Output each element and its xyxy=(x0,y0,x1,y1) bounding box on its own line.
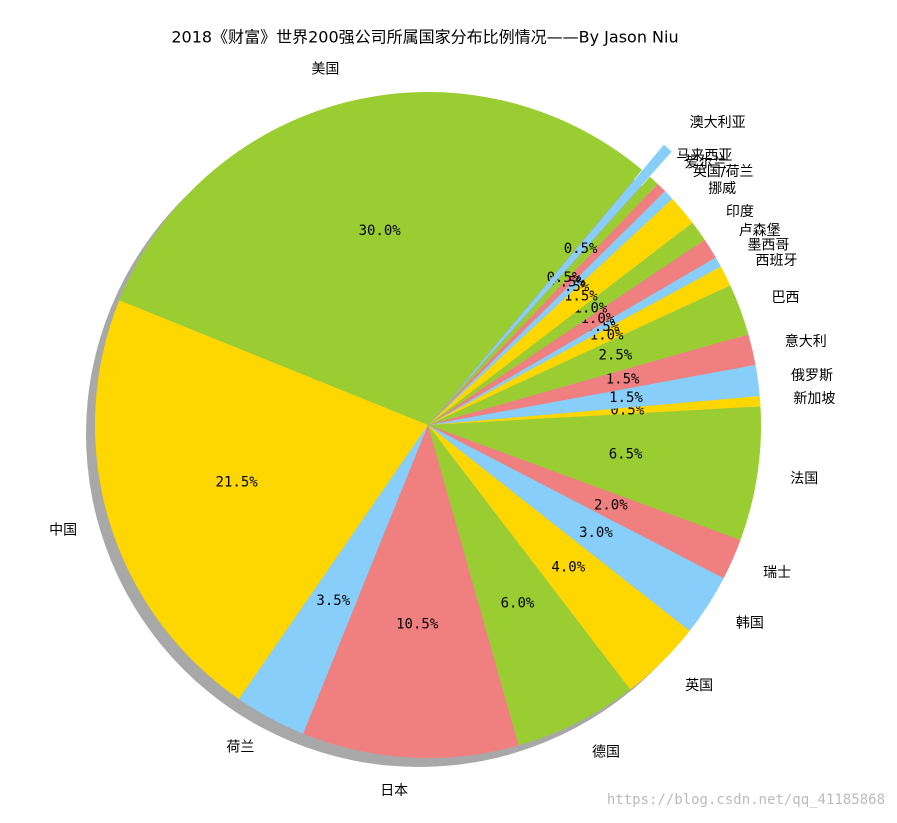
value-label: 0.5% xyxy=(547,270,581,286)
pie-slice xyxy=(119,92,643,426)
slice-label: 挪威 xyxy=(708,181,736,197)
value-label: 2.0% xyxy=(594,498,628,514)
slice-label: 新加坡 xyxy=(793,391,835,407)
slice-label: 爱尔兰 xyxy=(685,156,727,172)
value-label: 3.5% xyxy=(316,593,350,609)
slice-label: 荷兰 xyxy=(226,740,254,756)
slice-label: 瑞士 xyxy=(763,565,791,581)
pie-slice xyxy=(428,364,760,425)
value-label: 2.5% xyxy=(599,348,633,364)
value-label: 1.5% xyxy=(606,372,640,388)
value-label: 6.0% xyxy=(501,596,535,612)
slice-label: 西班牙 xyxy=(756,253,798,269)
value-label: 3.0% xyxy=(579,525,613,541)
pie-slice xyxy=(428,257,721,425)
slice-label: 巴西 xyxy=(772,290,800,306)
pie-slice xyxy=(449,144,672,400)
pie-slice xyxy=(428,191,673,425)
slice-label: 中国 xyxy=(49,522,77,538)
slice-label: 澳大利亚 xyxy=(690,115,746,131)
slice-label: 德国 xyxy=(592,745,620,761)
value-label: 30.0% xyxy=(359,223,402,239)
slice-label: 日本 xyxy=(380,783,408,799)
value-label: 6.5% xyxy=(609,447,643,463)
pie-slice xyxy=(303,425,519,758)
slice-label: 意大利 xyxy=(785,333,827,350)
slice-label: 墨西哥 xyxy=(747,238,789,254)
slice-label: 卢森堡 xyxy=(739,223,781,239)
pie-slice xyxy=(428,395,761,425)
value-label: 4.0% xyxy=(551,559,585,575)
value-label: 0.5% xyxy=(564,241,598,257)
pie-slice xyxy=(428,425,724,631)
chart-title: 2018《财富》世界200强公司所属国家分布比例情况——By Jason Niu xyxy=(171,28,678,47)
value-label: 1.5% xyxy=(609,390,643,406)
pie-slice xyxy=(428,176,658,425)
pie-slice xyxy=(238,425,428,734)
pie-slice xyxy=(428,425,631,746)
slice-label: 法国 xyxy=(790,471,818,487)
pie-slice xyxy=(428,183,666,425)
slice-label: 英国 xyxy=(685,677,713,694)
slice-label: 印度 xyxy=(726,204,754,220)
pie-slice xyxy=(428,425,741,579)
pie-slice xyxy=(428,334,756,425)
watermark: https://blog.csdn.net/qq_41185868 xyxy=(607,792,885,808)
pie-slice xyxy=(428,285,749,425)
pie-slice xyxy=(428,239,716,425)
value-label: 10.5% xyxy=(396,617,439,633)
slice-label: 韩国 xyxy=(736,615,764,631)
pie-slice xyxy=(95,300,428,700)
value-label: 21.5% xyxy=(216,474,259,490)
slice-label: 英国/荷兰 xyxy=(693,163,754,180)
pie-slice xyxy=(428,222,705,425)
value-label: 1.5% xyxy=(564,288,598,304)
pie-slice xyxy=(428,406,761,540)
pie-slice xyxy=(428,198,693,425)
slice-label: 美国 xyxy=(311,62,339,78)
pie-slice xyxy=(428,425,690,690)
pie-slice xyxy=(428,266,731,425)
slice-label: 俄罗斯 xyxy=(791,368,833,384)
slice-label: 马来西亚 xyxy=(676,148,732,164)
